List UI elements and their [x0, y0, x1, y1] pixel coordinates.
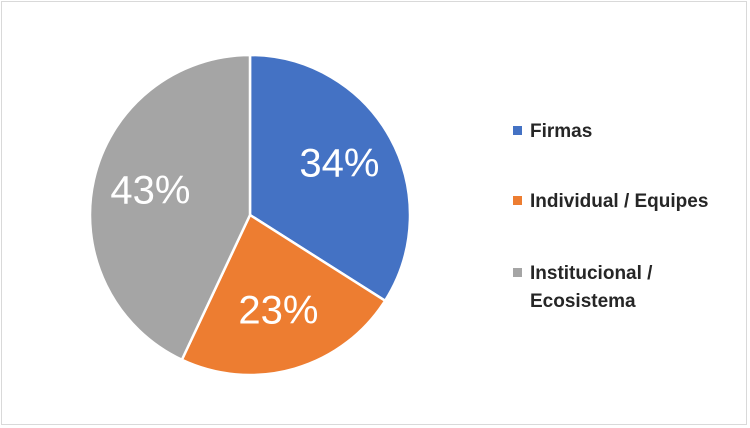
legend-swatch-institucional-ecosistema — [513, 268, 522, 277]
legend-label-firmas: Firmas — [530, 121, 593, 142]
legend-swatch-firmas — [513, 126, 522, 135]
legend-label-institucional-ecosistema: Institucional / Ecosistema — [530, 263, 653, 312]
legend-swatch-individual-equipes — [513, 196, 522, 205]
data-label-institucional-ecosistema: 43% — [110, 168, 190, 212]
data-label-firmas: 34% — [299, 141, 379, 185]
legend-item-individual-equipes: Individual / Equipes — [513, 188, 708, 216]
legend-item-firmas: Firmas — [513, 118, 592, 146]
data-label-individual-equipes: 23% — [238, 289, 318, 333]
pie-slice-individual-equipes — [180, 213, 387, 377]
legend-item-institucional-ecosistema: Institucional / Ecosistema — [513, 260, 652, 316]
legend-label-individual-equipes: Individual / Equipes — [530, 191, 709, 212]
pie-slice-institucional-ecosistema — [88, 53, 252, 362]
